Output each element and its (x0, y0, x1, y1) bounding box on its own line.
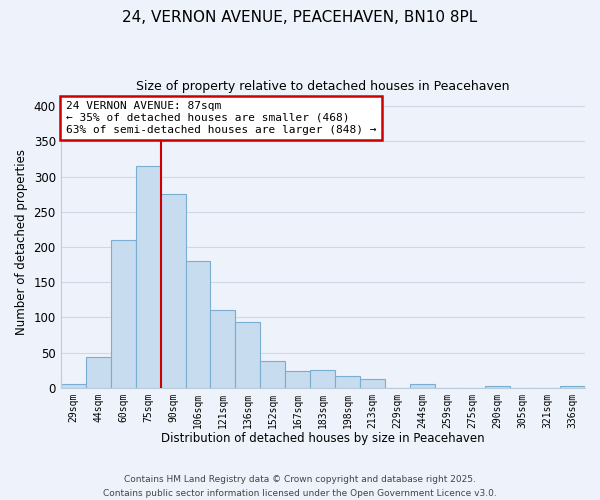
Bar (310, 370, 335, 388)
Bar (335, 376, 360, 388)
Bar (235, 322, 260, 388)
Bar (86, 358, 110, 388)
Y-axis label: Number of detached properties: Number of detached properties (15, 148, 28, 334)
Title: Size of property relative to detached houses in Peacehaven: Size of property relative to detached ho… (136, 80, 509, 93)
Bar (161, 194, 185, 388)
Bar (185, 261, 211, 388)
Bar (211, 310, 235, 388)
Bar (360, 378, 385, 388)
Bar (410, 384, 435, 388)
Text: 24, VERNON AVENUE, PEACEHAVEN, BN10 8PL: 24, VERNON AVENUE, PEACEHAVEN, BN10 8PL (122, 10, 478, 25)
Text: 24 VERNON AVENUE: 87sqm
← 35% of detached houses are smaller (468)
63% of semi-d: 24 VERNON AVENUE: 87sqm ← 35% of detache… (66, 102, 376, 134)
Bar (61, 384, 86, 388)
Text: Contains HM Land Registry data © Crown copyright and database right 2025.
Contai: Contains HM Land Registry data © Crown c… (103, 476, 497, 498)
Bar (136, 166, 161, 388)
Bar (485, 386, 510, 388)
Bar (560, 386, 585, 388)
Bar (286, 371, 310, 388)
X-axis label: Distribution of detached houses by size in Peacehaven: Distribution of detached houses by size … (161, 432, 485, 445)
Bar (260, 361, 286, 388)
Bar (110, 240, 136, 388)
